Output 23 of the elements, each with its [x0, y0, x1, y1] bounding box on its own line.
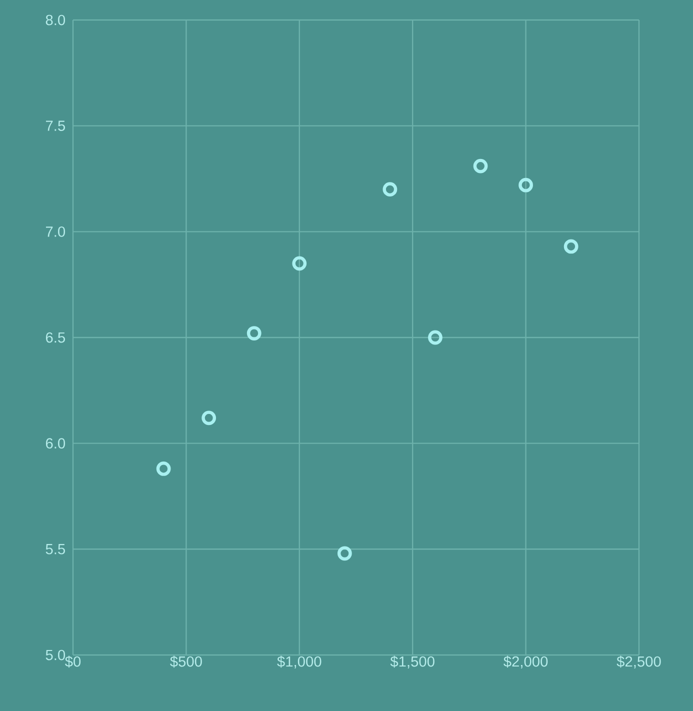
x-tick-label: $2,500 — [616, 656, 661, 668]
x-tick-label: $1,000 — [277, 656, 322, 668]
y-tick-label: 5.5 — [46, 544, 65, 554]
point — [382, 182, 398, 197]
x-tick-label: $2,000 — [504, 656, 548, 668]
y-tick-label: 7.0 — [46, 226, 66, 237]
x-tick-label: $0 — [65, 656, 81, 668]
point — [518, 178, 533, 192]
x-tick-label: $1,500 — [390, 656, 434, 668]
y-tick-label: 6.0 — [46, 438, 66, 449]
point — [202, 410, 216, 426]
point — [156, 462, 171, 476]
x-tick-label: $500 — [170, 656, 202, 668]
point — [564, 239, 578, 254]
point — [428, 330, 442, 345]
point — [246, 326, 262, 340]
point — [337, 546, 352, 561]
y-tick-label: 8.0 — [46, 14, 66, 26]
point — [292, 256, 307, 271]
y-tick-label: 6.5 — [46, 332, 65, 343]
y-tick-label: 5.0 — [46, 650, 66, 660]
point — [473, 158, 488, 174]
y-tick-label: 7.5 — [46, 120, 65, 131]
